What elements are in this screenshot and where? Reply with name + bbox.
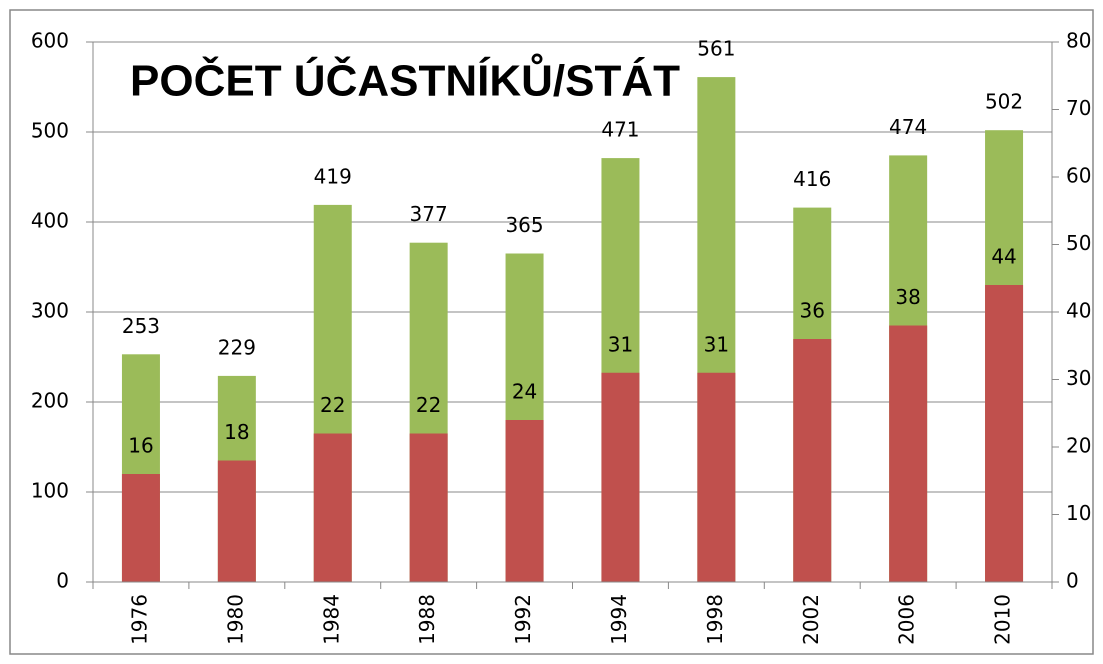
bar	[985, 285, 1024, 582]
data-label: 31	[704, 332, 729, 356]
data-label: 502	[985, 90, 1023, 114]
chart-title: POČET ÚČASTNÍKŮ/STÁT	[130, 52, 680, 106]
data-label: 38	[895, 285, 920, 309]
bar	[121, 474, 160, 582]
x-tick-label: 1994	[607, 594, 631, 645]
data-label: 474	[889, 115, 927, 139]
y2-tick-label: 0	[1066, 569, 1079, 593]
y2-tick-label: 60	[1066, 164, 1091, 188]
y2-tick-label: 80	[1066, 29, 1091, 53]
y-tick-label: 300	[31, 299, 69, 323]
y2-tick-label: 20	[1066, 434, 1091, 458]
x-tick-label: 2006	[895, 594, 919, 645]
y2-tick-label: 50	[1066, 231, 1091, 255]
data-label: 471	[601, 118, 639, 142]
y-tick-label: 0	[56, 569, 69, 593]
x-tick-label: 1976	[127, 594, 151, 645]
data-label: 18	[224, 420, 249, 444]
data-label: 561	[697, 37, 735, 61]
data-label: 229	[218, 335, 256, 359]
bar	[409, 433, 448, 582]
bar	[313, 433, 352, 582]
bar	[889, 325, 928, 582]
y-tick-label: 200	[31, 389, 69, 413]
x-tick-label: 1980	[223, 594, 247, 645]
x-tick-label: 2002	[799, 594, 823, 645]
bar	[217, 460, 256, 582]
data-label: 16	[128, 434, 153, 458]
data-label: 416	[793, 167, 831, 191]
data-label: 22	[320, 393, 345, 417]
y2-tick-label: 10	[1066, 501, 1091, 525]
data-label: 377	[410, 202, 448, 226]
data-label: 253	[122, 314, 160, 338]
data-label: 24	[512, 380, 537, 404]
y2-tick-label: 40	[1066, 299, 1091, 323]
y-tick-label: 500	[31, 119, 69, 143]
data-label: 44	[991, 245, 1016, 269]
x-tick-label: 1998	[703, 594, 727, 645]
y2-tick-label: 70	[1066, 96, 1091, 120]
data-label: 36	[800, 299, 825, 323]
y-tick-label: 400	[31, 209, 69, 233]
bar	[505, 420, 544, 582]
y-tick-label: 600	[31, 29, 69, 53]
data-label: 22	[416, 393, 441, 417]
x-tick-label: 1992	[511, 594, 535, 645]
x-tick-label: 1988	[415, 594, 439, 645]
bar	[793, 339, 832, 582]
data-label: 365	[505, 213, 543, 237]
x-tick-label: 1984	[319, 594, 343, 645]
bar	[601, 372, 640, 582]
y2-tick-label: 30	[1066, 366, 1091, 390]
x-tick-label: 2010	[991, 594, 1015, 645]
chart-border	[9, 9, 1094, 655]
y-tick-label: 100	[31, 479, 69, 503]
data-label: 419	[314, 164, 352, 188]
bar	[697, 372, 736, 582]
data-label: 31	[608, 332, 633, 356]
